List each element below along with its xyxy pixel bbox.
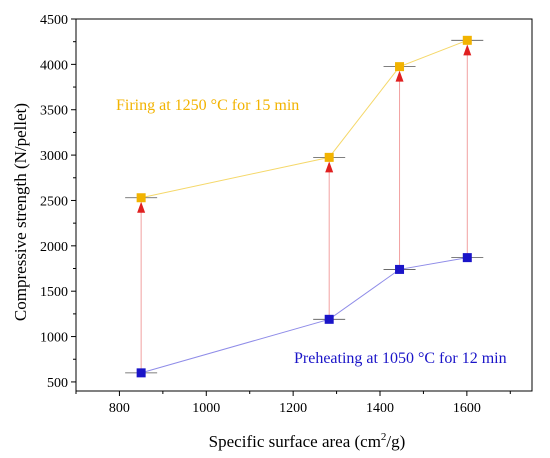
firing-data-point bbox=[395, 62, 405, 72]
y-tick-label: 4000 bbox=[40, 58, 68, 73]
preheating-data-point bbox=[136, 368, 146, 378]
preheating-data-point bbox=[395, 264, 405, 274]
preheating-series-line bbox=[141, 257, 468, 374]
connector-group bbox=[137, 44, 472, 373]
preheating-data-point bbox=[462, 253, 472, 263]
x-axis-ticks: 800 1000 1200 1400 1600 bbox=[75, 391, 511, 416]
x-tick-label: 1400 bbox=[366, 401, 394, 416]
x-tick-label: 800 bbox=[109, 401, 130, 416]
preheating-data-point bbox=[324, 314, 334, 324]
x-axis-label-superscript: 2 bbox=[381, 431, 387, 443]
y-tick-label: 1500 bbox=[40, 285, 68, 300]
y-tick-label: 3000 bbox=[40, 149, 68, 164]
arrow-head bbox=[137, 201, 146, 213]
arrow-head bbox=[395, 70, 404, 82]
x-axis-label-tail: /g) bbox=[386, 432, 405, 451]
x-tick-label: 1200 bbox=[279, 401, 307, 416]
y-tick-label: 2000 bbox=[40, 240, 68, 255]
y-axis-label: Compressive strength (N/pellet) bbox=[11, 103, 30, 321]
x-axis-label: Specific surface area (cm2/g) bbox=[209, 431, 406, 451]
firing-data-point bbox=[136, 193, 146, 203]
y-tick-label: 3500 bbox=[40, 104, 68, 119]
firing-series-line bbox=[141, 39, 468, 199]
series-lines-group bbox=[141, 39, 468, 374]
markers-group bbox=[125, 35, 484, 378]
y-axis-ticks: 500 1000 1500 2000 2500 3000 3500 4000 4500 bbox=[40, 13, 76, 391]
x-tick-label: 1000 bbox=[192, 401, 220, 416]
arrow-head bbox=[325, 161, 334, 173]
plot-frame bbox=[75, 18, 533, 392]
x-tick-label: 1600 bbox=[453, 401, 481, 416]
firing-data-point bbox=[462, 35, 472, 45]
firing-series-label: Firing at 1250 °C for 15 min bbox=[116, 97, 299, 114]
y-tick-label: 500 bbox=[47, 376, 68, 391]
firing-data-point bbox=[324, 152, 334, 162]
y-tick-label: 2500 bbox=[40, 194, 68, 209]
y-tick-label: 4500 bbox=[40, 13, 68, 28]
preheating-series-label: Preheating at 1050 °C for 12 min bbox=[294, 350, 507, 367]
arrow-head bbox=[463, 44, 472, 56]
y-tick-label: 1000 bbox=[40, 331, 68, 346]
